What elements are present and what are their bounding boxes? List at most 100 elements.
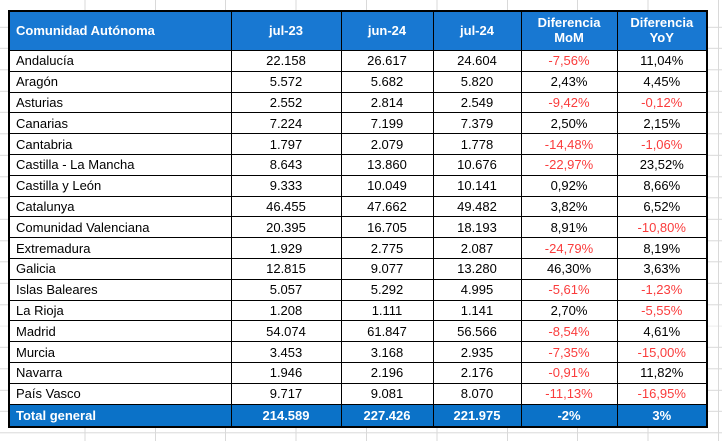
value-cell[interactable]: 5.682	[340, 70, 434, 93]
region-cell[interactable]: Extremadura	[8, 237, 232, 259]
region-cell[interactable]: Castilla - La Mancha	[8, 153, 232, 176]
diff-cell[interactable]: 8,91%	[520, 216, 618, 239]
column-header-jul-23[interactable]: jul-23	[230, 10, 342, 51]
diff-cell[interactable]: -7,35%	[520, 341, 618, 363]
value-cell[interactable]: 7.199	[340, 112, 434, 135]
value-cell[interactable]: 10.049	[340, 174, 434, 197]
diff-cell[interactable]: -11,13%	[520, 382, 618, 405]
value-cell[interactable]: 2.176	[432, 361, 522, 384]
diff-cell[interactable]: -1,23%	[616, 278, 708, 301]
diff-cell[interactable]: 4,61%	[616, 320, 708, 343]
region-cell[interactable]: Galicia	[8, 257, 232, 280]
diff-cell[interactable]: 2,50%	[520, 112, 618, 135]
value-cell[interactable]: 13.280	[432, 257, 522, 280]
region-cell[interactable]: País Vasco	[8, 382, 232, 405]
diff-cell[interactable]: 46,30%	[520, 257, 618, 280]
diff-cell[interactable]: 2,15%	[616, 112, 708, 135]
value-cell[interactable]: 18.193	[432, 216, 522, 239]
value-cell[interactable]: 10.676	[432, 153, 522, 176]
value-cell[interactable]: 24.604	[432, 50, 522, 72]
value-cell[interactable]: 5.057	[230, 278, 342, 301]
diff-cell[interactable]: 4,45%	[616, 70, 708, 93]
value-cell[interactable]: 8.070	[432, 382, 522, 405]
diff-cell[interactable]: 8,66%	[616, 174, 708, 197]
value-cell[interactable]: 61.847	[340, 320, 434, 343]
value-cell[interactable]: 1.929	[230, 237, 342, 259]
diff-cell[interactable]: 2,70%	[520, 299, 618, 322]
column-header-jul-24[interactable]: jul-24	[432, 10, 522, 51]
value-cell[interactable]: 2.552	[230, 91, 342, 114]
value-cell[interactable]: 13.860	[340, 153, 434, 176]
total-value-cell[interactable]: -2%	[520, 403, 618, 428]
value-cell[interactable]: 16.705	[340, 216, 434, 239]
value-cell[interactable]: 1.946	[230, 361, 342, 384]
region-cell[interactable]: Comunidad Valenciana	[8, 216, 232, 239]
column-header-diferencia-yoy[interactable]: Diferencia YoY	[616, 10, 708, 51]
diff-cell[interactable]: -0,12%	[616, 91, 708, 114]
value-cell[interactable]: 4.995	[432, 278, 522, 301]
diff-cell[interactable]: -15,00%	[616, 341, 708, 363]
value-cell[interactable]: 3.453	[230, 341, 342, 363]
region-cell[interactable]: Aragón	[8, 70, 232, 93]
diff-cell[interactable]: -14,48%	[520, 133, 618, 155]
value-cell[interactable]: 8.643	[230, 153, 342, 176]
diff-cell[interactable]: 3,82%	[520, 195, 618, 218]
value-cell[interactable]: 3.168	[340, 341, 434, 363]
region-cell[interactable]: Islas Baleares	[8, 278, 232, 301]
value-cell[interactable]: 7.379	[432, 112, 522, 135]
region-cell[interactable]: Cantabria	[8, 133, 232, 155]
region-cell[interactable]: Navarra	[8, 361, 232, 384]
diff-cell[interactable]: -16,95%	[616, 382, 708, 405]
value-cell[interactable]: 47.662	[340, 195, 434, 218]
value-cell[interactable]: 1.208	[230, 299, 342, 322]
value-cell[interactable]: 46.455	[230, 195, 342, 218]
column-header-jun-24[interactable]: jun-24	[340, 10, 434, 51]
region-cell[interactable]: Madrid	[8, 320, 232, 343]
diff-cell[interactable]: -10,80%	[616, 216, 708, 239]
column-header-comunidad-autonoma[interactable]: Comunidad Autónoma	[8, 10, 232, 51]
region-cell[interactable]: Andalucía	[8, 50, 232, 72]
value-cell[interactable]: 1.141	[432, 299, 522, 322]
value-cell[interactable]: 2.196	[340, 361, 434, 384]
value-cell[interactable]: 5.820	[432, 70, 522, 93]
value-cell[interactable]: 2.079	[340, 133, 434, 155]
value-cell[interactable]: 54.074	[230, 320, 342, 343]
value-cell[interactable]: 2.549	[432, 91, 522, 114]
diff-cell[interactable]: 23,52%	[616, 153, 708, 176]
column-header-diferencia-mom[interactable]: Diferencia MoM	[520, 10, 618, 51]
total-value-cell[interactable]: 227.426	[340, 403, 434, 428]
value-cell[interactable]: 22.158	[230, 50, 342, 72]
value-cell[interactable]: 9.333	[230, 174, 342, 197]
diff-cell[interactable]: -1,06%	[616, 133, 708, 155]
diff-cell[interactable]: 8,19%	[616, 237, 708, 259]
diff-cell[interactable]: -5,61%	[520, 278, 618, 301]
diff-cell[interactable]: 3,63%	[616, 257, 708, 280]
diff-cell[interactable]: -7,56%	[520, 50, 618, 72]
diff-cell[interactable]: 11,82%	[616, 361, 708, 384]
value-cell[interactable]: 9.077	[340, 257, 434, 280]
total-label-cell[interactable]: Total general	[8, 403, 232, 428]
value-cell[interactable]: 12.815	[230, 257, 342, 280]
value-cell[interactable]: 7.224	[230, 112, 342, 135]
value-cell[interactable]: 2.775	[340, 237, 434, 259]
value-cell[interactable]: 5.292	[340, 278, 434, 301]
value-cell[interactable]: 2.935	[432, 341, 522, 363]
value-cell[interactable]: 20.395	[230, 216, 342, 239]
diff-cell[interactable]: -8,54%	[520, 320, 618, 343]
value-cell[interactable]: 9.081	[340, 382, 434, 405]
total-value-cell[interactable]: 221.975	[432, 403, 522, 428]
value-cell[interactable]: 49.482	[432, 195, 522, 218]
region-cell[interactable]: Canarias	[8, 112, 232, 135]
total-value-cell[interactable]: 3%	[616, 403, 708, 428]
diff-cell[interactable]: 2,43%	[520, 70, 618, 93]
region-cell[interactable]: Murcia	[8, 341, 232, 363]
diff-cell[interactable]: -5,55%	[616, 299, 708, 322]
value-cell[interactable]: 56.566	[432, 320, 522, 343]
region-cell[interactable]: Asturias	[8, 91, 232, 114]
value-cell[interactable]: 1.111	[340, 299, 434, 322]
value-cell[interactable]: 1.778	[432, 133, 522, 155]
region-cell[interactable]: Catalunya	[8, 195, 232, 218]
value-cell[interactable]: 1.797	[230, 133, 342, 155]
value-cell[interactable]: 10.141	[432, 174, 522, 197]
region-cell[interactable]: Castilla y León	[8, 174, 232, 197]
